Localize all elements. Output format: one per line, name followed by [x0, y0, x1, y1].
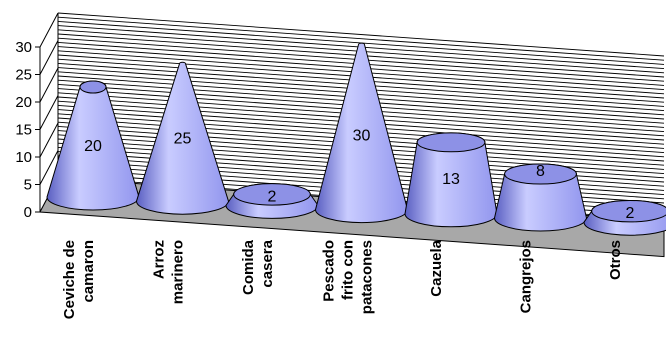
category-label: Ceviche de camaron: [61, 240, 97, 319]
category-label: Cangrejos: [518, 240, 535, 313]
y-tick-label: 30: [15, 39, 32, 56]
y-tick-label: 25: [15, 67, 32, 84]
bar-top-cap: [79, 80, 107, 94]
y-tick-label: 10: [15, 149, 32, 166]
bar-top-cap: [233, 183, 311, 206]
data-label: 13: [442, 171, 460, 188]
y-axis: 0 5 10 15 20 25 30: [15, 12, 59, 221]
y-depth-line: [39, 95, 59, 130]
category-label-line: patacones: [359, 240, 376, 314]
data-label: 30: [353, 127, 371, 144]
y-tick-label: 5: [24, 177, 32, 194]
category-label-line: Otros: [607, 240, 624, 280]
y-tick-label: 0: [24, 204, 32, 221]
category-label-line: Pescado: [321, 240, 338, 302]
bar: [583, 199, 666, 236]
category-label-line: casera: [259, 239, 276, 287]
bar-top-cap: [416, 132, 486, 153]
bar: [135, 61, 230, 215]
y-tick-label: 15: [15, 122, 32, 139]
data-label: 2: [268, 188, 277, 205]
data-label: 8: [536, 163, 545, 180]
category-label-line: Comida: [240, 239, 257, 295]
category-label: Comida casera: [240, 239, 276, 295]
bar-top-cap: [591, 199, 666, 223]
y-depth-line: [39, 12, 59, 48]
category-label-line: Cazuela: [428, 239, 445, 296]
data-label: 2: [626, 205, 635, 222]
wall-gridline: [57, 16, 665, 61]
data-label: 25: [174, 130, 192, 147]
bar: [314, 42, 409, 224]
y-tick-label: 20: [15, 94, 32, 111]
category-label-line: marinero: [170, 240, 187, 304]
category-label-line: Ceviche de: [61, 240, 78, 319]
data-labels: 20 25 2 30 13 8 2: [84, 127, 634, 222]
category-label-line: frito con: [340, 240, 357, 300]
bar-body: [135, 61, 230, 215]
y-depth-line: [39, 150, 59, 185]
y-depth-line: [39, 122, 59, 158]
category-label-line: Cangrejos: [518, 240, 535, 313]
category-label: Otros: [607, 240, 624, 280]
category-label: Arroz marinero: [151, 240, 187, 304]
category-labels: Ceviche de camaron Arroz marinero Comida case…: [61, 239, 624, 319]
bar-body: [314, 42, 409, 224]
category-label-line: camaron: [80, 240, 97, 303]
category-label-line: Arroz: [151, 240, 168, 279]
bar: [493, 163, 588, 232]
category-label: Pescado frito con patacones: [321, 240, 376, 314]
y-depth-line: [39, 67, 59, 103]
bar: [225, 183, 319, 219]
bar: [404, 132, 498, 228]
wall-gridline: [57, 12, 665, 57]
y-depth-line: [39, 40, 59, 75]
bar-top-cap: [504, 163, 577, 185]
bars: [46, 42, 666, 236]
bar: [46, 80, 140, 211]
data-label: 20: [84, 138, 102, 155]
category-label: Cazuela: [428, 239, 445, 296]
